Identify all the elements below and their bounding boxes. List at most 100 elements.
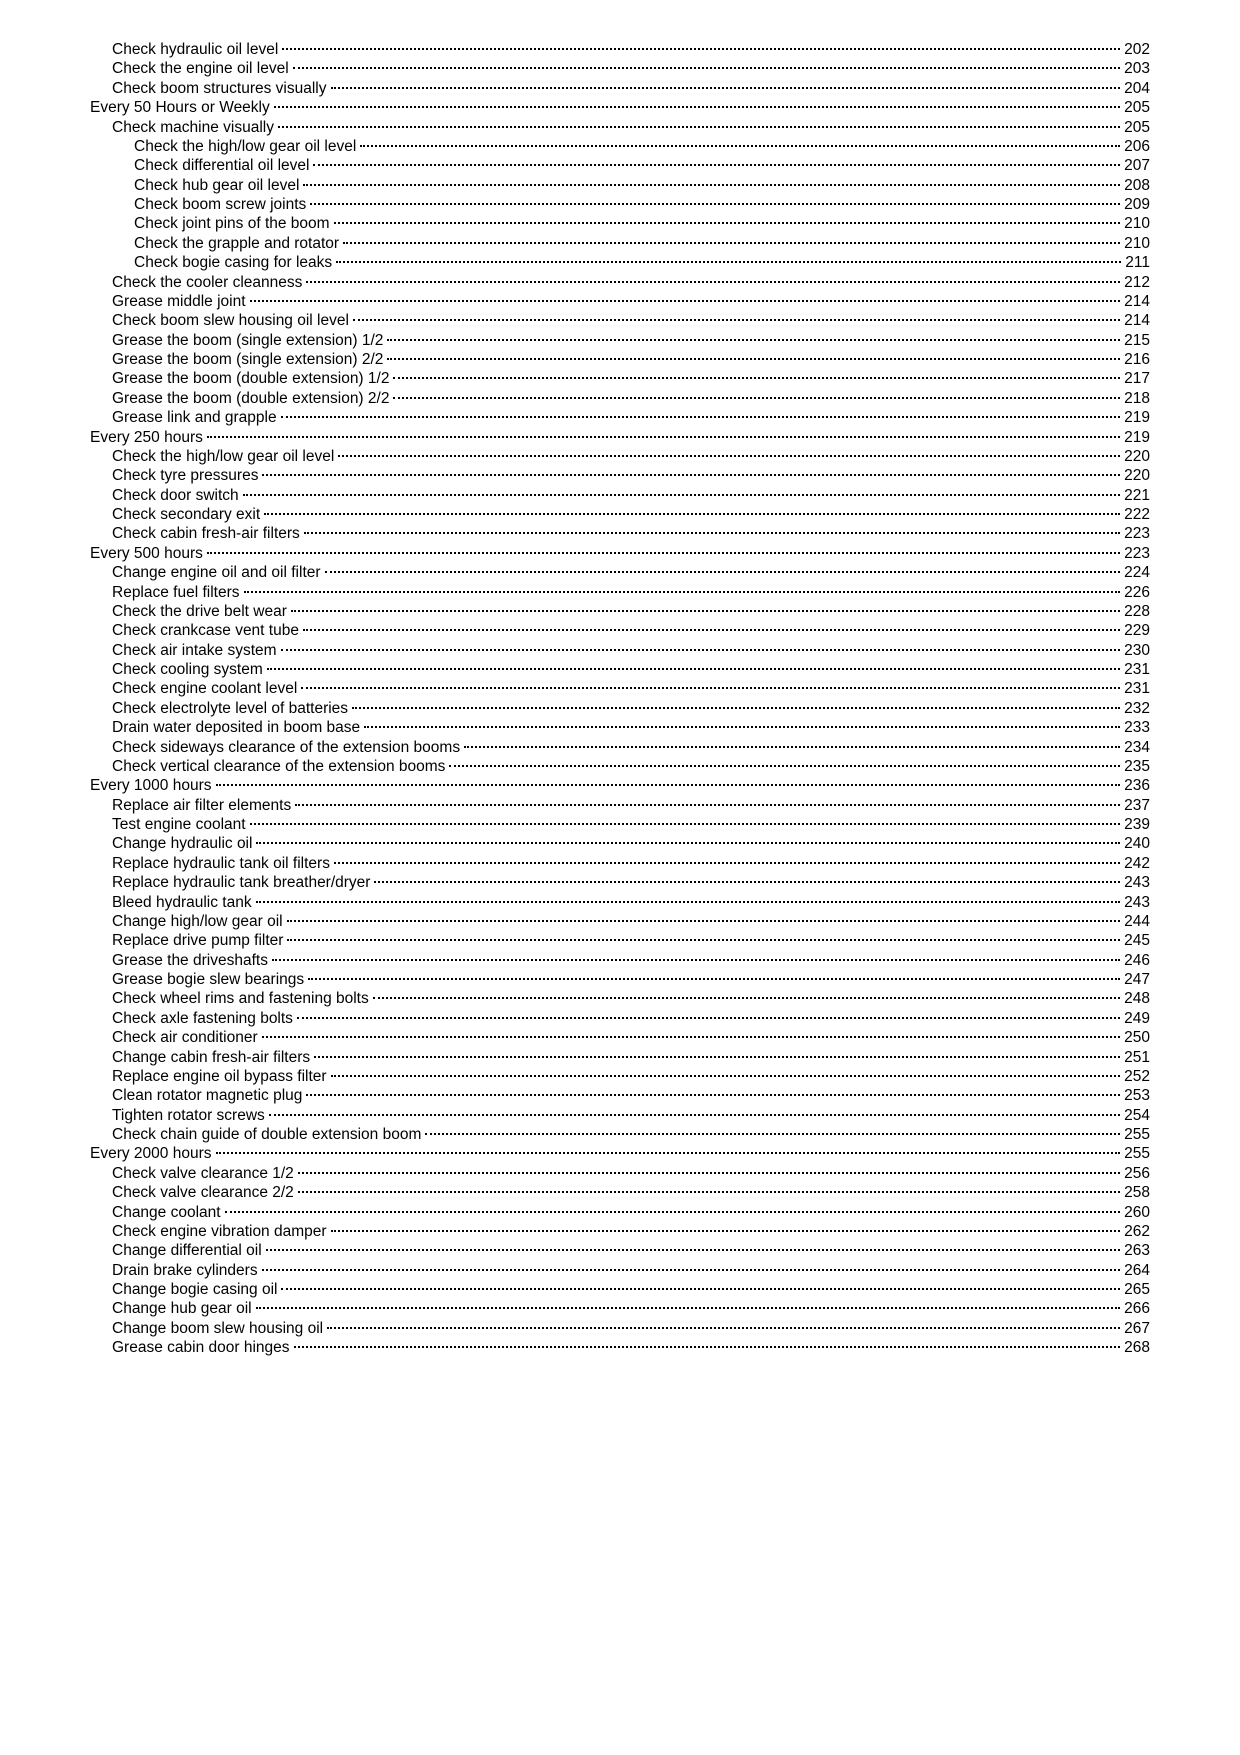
toc-entry-label: Replace drive pump filter	[112, 931, 283, 950]
toc-entry-page: 231	[1124, 679, 1150, 698]
toc-entry[interactable]: Check the high/low gear oil level206	[90, 137, 1150, 156]
toc-entry[interactable]: Replace fuel filters226	[90, 583, 1150, 602]
toc-entry-page: 208	[1124, 176, 1150, 195]
toc-entry[interactable]: Check boom structures visually204	[90, 79, 1150, 98]
toc-entry[interactable]: Test engine coolant239	[90, 815, 1150, 834]
toc-entry-page: 255	[1124, 1125, 1150, 1144]
toc-entry[interactable]: Check electrolyte level of batteries232	[90, 699, 1150, 718]
toc-entry-page: 223	[1124, 544, 1150, 563]
toc-entry-label: Replace engine oil bypass filter	[112, 1067, 327, 1086]
toc-entry[interactable]: Check air conditioner250	[90, 1028, 1150, 1047]
toc-leader-dots	[250, 300, 1121, 302]
toc-entry[interactable]: Replace air filter elements237	[90, 796, 1150, 815]
toc-leader-dots	[262, 1269, 1121, 1271]
toc-leader-dots	[314, 1056, 1120, 1058]
toc-leader-dots	[225, 1211, 1121, 1213]
toc-entry[interactable]: Change bogie casing oil265	[90, 1280, 1150, 1299]
toc-entry[interactable]: Check the engine oil level203	[90, 59, 1150, 78]
toc-entry[interactable]: Check valve clearance 2/2258	[90, 1183, 1150, 1202]
toc-entry-label: Check hub gear oil level	[134, 176, 299, 195]
toc-entry-label: Change coolant	[112, 1203, 221, 1222]
toc-entry[interactable]: Bleed hydraulic tank243	[90, 893, 1150, 912]
toc-entry[interactable]: Check crankcase vent tube229	[90, 621, 1150, 640]
toc-entry[interactable]: Grease link and grapple219	[90, 408, 1150, 427]
toc-entry[interactable]: Check machine visually205	[90, 118, 1150, 137]
toc-entry[interactable]: Grease the boom (single extension) 1/221…	[90, 331, 1150, 350]
toc-entry[interactable]: Check tyre pressures220	[90, 466, 1150, 485]
toc-leader-dots	[425, 1133, 1120, 1135]
toc-entry[interactable]: Grease cabin door hinges268	[90, 1338, 1150, 1357]
toc-entry[interactable]: Grease the boom (double extension) 1/221…	[90, 369, 1150, 388]
toc-entry-page: 267	[1124, 1319, 1150, 1338]
toc-entry[interactable]: Change coolant260	[90, 1203, 1150, 1222]
toc-entry[interactable]: Check secondary exit222	[90, 505, 1150, 524]
toc-entry[interactable]: Check engine coolant level231	[90, 679, 1150, 698]
toc-entry[interactable]: Every 50 Hours or Weekly205	[90, 98, 1150, 117]
toc-entry[interactable]: Check air intake system230	[90, 641, 1150, 660]
toc-entry[interactable]: Check vertical clearance of the extensio…	[90, 757, 1150, 776]
toc-entry[interactable]: Check the high/low gear oil level220	[90, 447, 1150, 466]
toc-entry[interactable]: Change cabin fresh-air filters251	[90, 1048, 1150, 1067]
toc-entry[interactable]: Replace hydraulic tank breather/dryer243	[90, 873, 1150, 892]
toc-entry[interactable]: Clean rotator magnetic plug253	[90, 1086, 1150, 1105]
toc-entry-page: 215	[1124, 331, 1150, 350]
toc-entry[interactable]: Check boom slew housing oil level214	[90, 311, 1150, 330]
toc-entry-page: 249	[1124, 1009, 1150, 1028]
toc-entry[interactable]: Grease the driveshafts246	[90, 951, 1150, 970]
toc-entry[interactable]: Check engine vibration damper262	[90, 1222, 1150, 1241]
toc-entry[interactable]: Check valve clearance 1/2256	[90, 1164, 1150, 1183]
toc-entry[interactable]: Check the drive belt wear228	[90, 602, 1150, 621]
toc-entry[interactable]: Every 2000 hours255	[90, 1144, 1150, 1163]
toc-entry[interactable]: Check axle fastening bolts249	[90, 1009, 1150, 1028]
toc-entry[interactable]: Change hydraulic oil240	[90, 834, 1150, 853]
toc-entry[interactable]: Change hub gear oil266	[90, 1299, 1150, 1318]
toc-entry[interactable]: Change boom slew housing oil267	[90, 1319, 1150, 1338]
toc-leader-dots	[281, 1288, 1120, 1290]
toc-entry[interactable]: Replace hydraulic tank oil filters242	[90, 854, 1150, 873]
toc-leader-dots	[304, 532, 1120, 534]
toc-entry[interactable]: Grease middle joint214	[90, 292, 1150, 311]
toc-entry[interactable]: Drain water deposited in boom base233	[90, 718, 1150, 737]
toc-entry[interactable]: Check door switch221	[90, 486, 1150, 505]
toc-entry[interactable]: Change differential oil263	[90, 1241, 1150, 1260]
toc-entry[interactable]: Check wheel rims and fastening bolts248	[90, 989, 1150, 1008]
toc-entry-page: 258	[1124, 1183, 1150, 1202]
toc-entry[interactable]: Every 500 hours223	[90, 544, 1150, 563]
toc-entry[interactable]: Change high/low gear oil244	[90, 912, 1150, 931]
toc-entry[interactable]: Check cabin fresh-air filters223	[90, 524, 1150, 543]
toc-entry-page: 231	[1124, 660, 1150, 679]
toc-leader-dots	[207, 552, 1120, 554]
toc-entry[interactable]: Every 1000 hours236	[90, 776, 1150, 795]
toc-entry-label: Check crankcase vent tube	[112, 621, 299, 640]
toc-entry[interactable]: Grease bogie slew bearings247	[90, 970, 1150, 989]
toc-entry[interactable]: Replace engine oil bypass filter252	[90, 1067, 1150, 1086]
toc-entry[interactable]: Check cooling system231	[90, 660, 1150, 679]
toc-leader-dots	[353, 319, 1120, 321]
toc-entry[interactable]: Every 250 hours219	[90, 428, 1150, 447]
toc-entry-label: Grease the boom (single extension) 2/2	[112, 350, 383, 369]
toc-entry[interactable]: Check joint pins of the boom210	[90, 214, 1150, 233]
toc-entry[interactable]: Grease the boom (double extension) 2/221…	[90, 389, 1150, 408]
toc-entry[interactable]: Check sideways clearance of the extensio…	[90, 738, 1150, 757]
toc-entry-label: Tighten rotator screws	[112, 1106, 265, 1125]
toc-entry[interactable]: Check hydraulic oil level202	[90, 40, 1150, 59]
toc-entry[interactable]: Check the grapple and rotator210	[90, 234, 1150, 253]
toc-entry[interactable]: Drain brake cylinders264	[90, 1261, 1150, 1280]
toc-entry[interactable]: Check boom screw joints209	[90, 195, 1150, 214]
toc-entry[interactable]: Grease the boom (single extension) 2/221…	[90, 350, 1150, 369]
toc-entry[interactable]: Replace drive pump filter245	[90, 931, 1150, 950]
toc-entry-page: 263	[1124, 1241, 1150, 1260]
toc-entry[interactable]: Change engine oil and oil filter224	[90, 563, 1150, 582]
toc-leader-dots	[306, 281, 1120, 283]
toc-entry[interactable]: Check bogie casing for leaks211	[90, 253, 1150, 272]
toc-entry[interactable]: Check chain guide of double extension bo…	[90, 1125, 1150, 1144]
toc-entry-label: Drain water deposited in boom base	[112, 718, 360, 737]
toc-entry[interactable]: Check differential oil level207	[90, 156, 1150, 175]
toc-entry-label: Check engine vibration damper	[112, 1222, 327, 1241]
toc-entry-label: Check electrolyte level of batteries	[112, 699, 348, 718]
toc-entry-page: 214	[1124, 292, 1150, 311]
toc-entry[interactable]: Check the cooler cleanness212	[90, 273, 1150, 292]
toc-entry[interactable]: Check hub gear oil level 208	[90, 176, 1150, 195]
toc-entry[interactable]: Tighten rotator screws254	[90, 1106, 1150, 1125]
toc-entry-label: Check the high/low gear oil level	[134, 137, 356, 156]
